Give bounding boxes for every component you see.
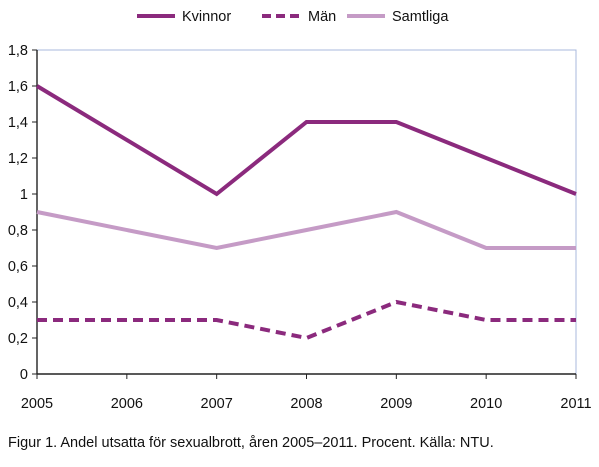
figure-caption: Figur 1. Andel utsatta för sexualbrott, … bbox=[8, 435, 494, 451]
y-tick-label: 0,8 bbox=[8, 223, 28, 239]
y-tick-label: 1,2 bbox=[8, 151, 28, 167]
y-tick-label: 0,2 bbox=[8, 331, 28, 347]
legend-label-kvinnor: Kvinnor bbox=[182, 9, 231, 25]
series-line-samtliga bbox=[36, 209, 576, 251]
y-tick-label: 0,6 bbox=[8, 259, 28, 275]
x-tick-label: 2009 bbox=[380, 396, 412, 412]
x-tick-label: 2008 bbox=[290, 396, 322, 412]
y-tick-label: 1 bbox=[20, 187, 28, 203]
y-tick-label: 0,4 bbox=[8, 295, 28, 311]
x-tick-label: 2010 bbox=[470, 396, 502, 412]
legend-label-män: Män bbox=[308, 9, 336, 25]
y-tick-label: 0 bbox=[20, 367, 28, 383]
x-tick-label: 2005 bbox=[21, 396, 53, 412]
x-tick-label: 2007 bbox=[201, 396, 233, 412]
plot-frame bbox=[36, 49, 577, 375]
legend: Kvinnor Män Samtliga bbox=[137, 9, 449, 25]
legend-label-samtliga: Samtliga bbox=[392, 9, 449, 25]
x-tick-label: 2011 bbox=[560, 396, 591, 412]
series-line-kvinnor bbox=[35, 84, 577, 197]
y-tick-label: 1,4 bbox=[8, 115, 28, 131]
x-tick-label: 2006 bbox=[111, 396, 143, 412]
plot-area: 0 0,2 0,4 0,6 0,8 1 1,2 1,4 1,6 1,8 2005 2006 2007 20… bbox=[8, 43, 592, 412]
y-tick-label: 1,6 bbox=[8, 79, 28, 95]
series-line-män bbox=[37, 299, 576, 341]
y-tick-label: 1,8 bbox=[8, 43, 28, 59]
